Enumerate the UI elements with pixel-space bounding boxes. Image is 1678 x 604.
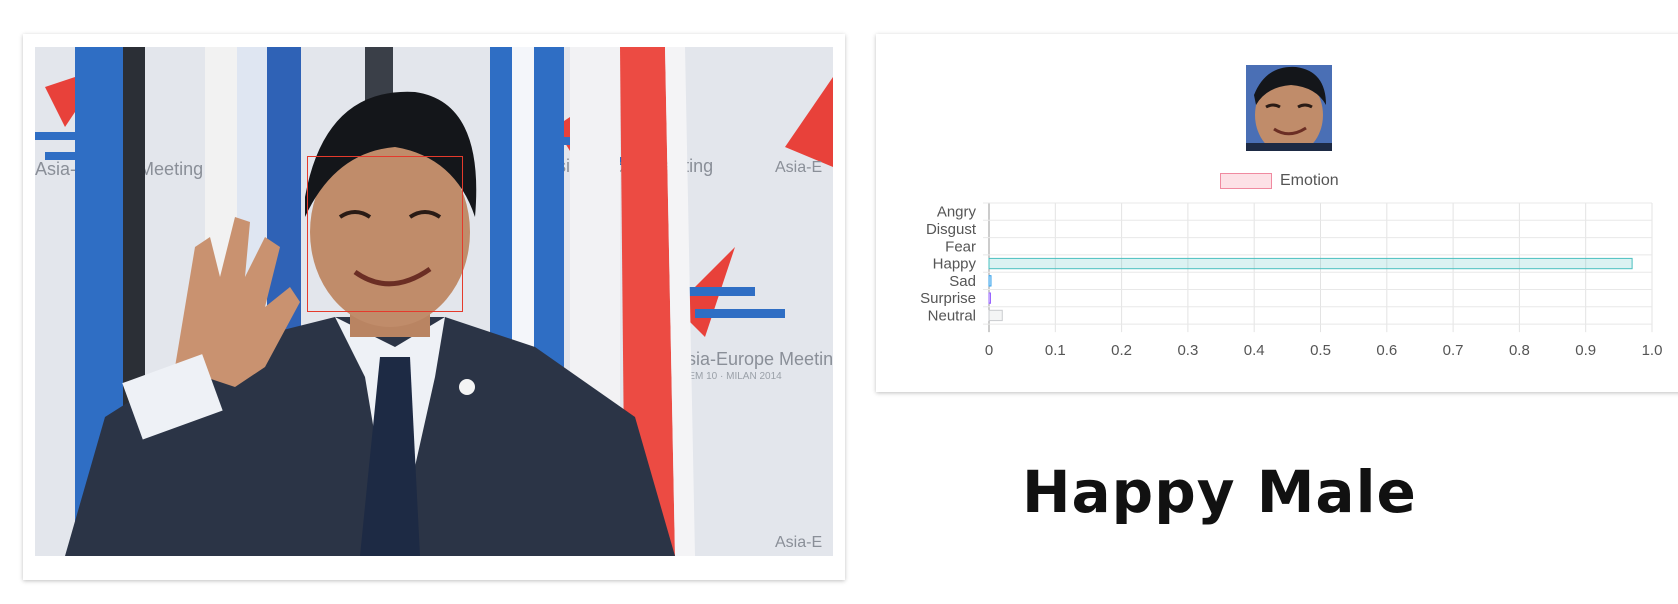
x-tick-label: 0.8 bbox=[1509, 342, 1530, 359]
x-tick-label: 0.3 bbox=[1177, 342, 1198, 359]
detected-face-box bbox=[307, 156, 463, 312]
photo-illustration: Asia-Europe Meeting Asia-Europe Meeting … bbox=[35, 47, 833, 556]
backdrop-subtext: ASEM 10 · MILAN 2014 bbox=[675, 371, 782, 382]
category-label-neutral: Neutral bbox=[928, 307, 976, 324]
category-label-disgust: Disgust bbox=[926, 221, 977, 238]
x-tick-label: 0.4 bbox=[1244, 342, 1265, 359]
bar-happy bbox=[988, 257, 1633, 270]
bar-neutral bbox=[988, 309, 1003, 322]
category-label-happy: Happy bbox=[933, 256, 977, 273]
backdrop-text-5: Asia-E bbox=[775, 534, 822, 551]
prediction-result: Happy Male bbox=[1022, 458, 1417, 526]
uploaded-photo: Asia-Europe Meeting Asia-Europe Meeting … bbox=[35, 47, 833, 556]
backdrop-text-4: Asia-E bbox=[775, 159, 822, 176]
face-thumbnail-image bbox=[1246, 65, 1332, 151]
face-thumbnail bbox=[1246, 65, 1332, 151]
x-tick-label: 1.0 bbox=[1642, 342, 1663, 359]
emotion-bar-chart: AngryDisgustFearHappySadSurpriseNeutral … bbox=[920, 202, 1663, 359]
x-tick-label: 0.1 bbox=[1045, 342, 1066, 359]
category-label-surprise: Surprise bbox=[920, 290, 976, 307]
category-label-angry: Angry bbox=[937, 204, 977, 221]
chart-legend[interactable]: Emotion bbox=[1220, 171, 1339, 191]
chart-bars bbox=[988, 257, 1633, 322]
bar-sad bbox=[988, 275, 992, 287]
x-tick-label: 0.7 bbox=[1443, 342, 1464, 359]
bar-surprise bbox=[988, 292, 991, 304]
person bbox=[65, 91, 675, 556]
chart-grid bbox=[983, 202, 1653, 333]
x-tick-label: 0.6 bbox=[1376, 342, 1397, 359]
photo-card: Asia-Europe Meeting Asia-Europe Meeting … bbox=[23, 34, 845, 580]
backdrop-text-3: Asia-Europe Meeting bbox=[675, 349, 833, 369]
category-label-fear: Fear bbox=[945, 238, 976, 255]
legend-swatch bbox=[1220, 173, 1272, 189]
x-tick-label: 0.2 bbox=[1111, 342, 1132, 359]
x-tick-label: 0.9 bbox=[1575, 342, 1596, 359]
category-label-sad: Sad bbox=[949, 273, 976, 290]
emotion-chart-card: Emotion Angry Disgust Fear Happy Sad Surprise… bbox=[876, 34, 1678, 392]
x-tick-label: 0.5 bbox=[1310, 342, 1331, 359]
x-tick-label: 0 bbox=[985, 342, 993, 359]
chart-x-tick-labels: 0 0.1 0.2 0.3 0.4 0.5 0.6 0.7 0.8 0.9 1.0 bbox=[985, 342, 1663, 359]
legend-label: Emotion bbox=[1280, 172, 1339, 189]
